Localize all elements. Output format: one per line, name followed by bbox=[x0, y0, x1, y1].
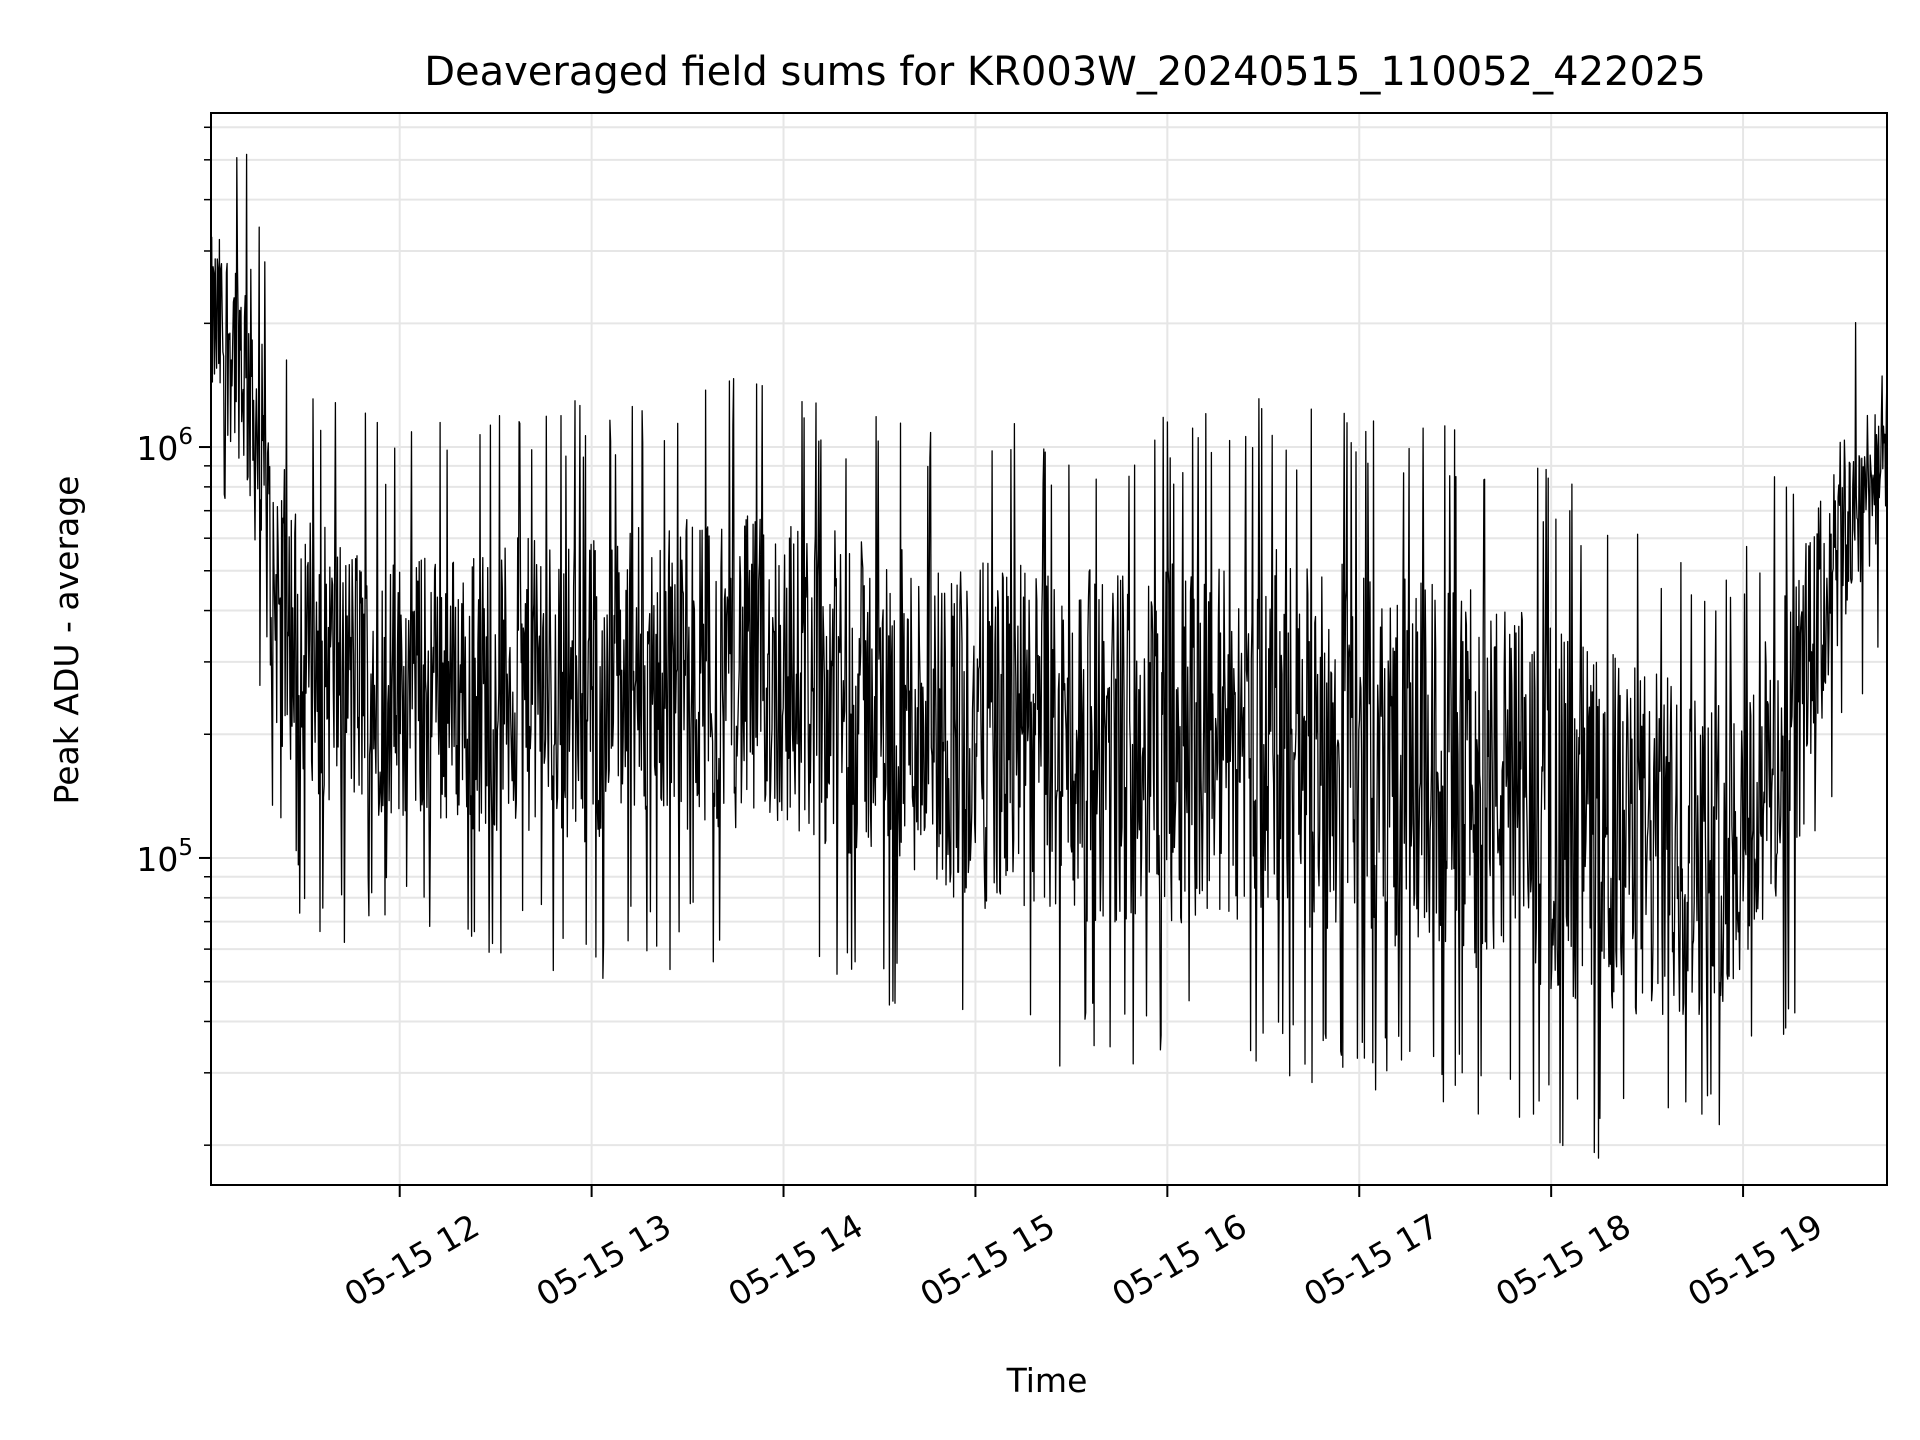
x-tick-label: 05-15 12 bbox=[338, 1206, 486, 1314]
plot-frame bbox=[210, 112, 1888, 1186]
chart-title: Deaveraged field sums for KR003W_2024051… bbox=[424, 49, 1706, 95]
x-tick-label: 05-15 13 bbox=[530, 1206, 678, 1314]
x-tick-label: 05-15 18 bbox=[1489, 1206, 1637, 1314]
x-tick-label: 05-15 14 bbox=[722, 1206, 870, 1314]
x-tick-label: 05-15 17 bbox=[1297, 1206, 1445, 1314]
x-tick-label: 05-15 19 bbox=[1681, 1206, 1829, 1314]
series-peak-adu bbox=[210, 153, 1888, 1159]
y-tick-label: 105 bbox=[136, 835, 193, 879]
series-line bbox=[210, 153, 1888, 1159]
x-axis-label: Time bbox=[1006, 1361, 1088, 1400]
y-axis-ticks: 105 106 bbox=[136, 126, 211, 1146]
x-tick-label: 05-15 15 bbox=[913, 1206, 1061, 1314]
x-tick-label: 05-15 16 bbox=[1105, 1206, 1253, 1314]
y-tick-label: 106 bbox=[136, 424, 193, 468]
x-axis-ticks: 05-15 12 05-15 13 05-15 14 05-15 15 05-15 16… bbox=[338, 1185, 1829, 1314]
y-axis-label: Peak ADU - average bbox=[47, 476, 86, 805]
